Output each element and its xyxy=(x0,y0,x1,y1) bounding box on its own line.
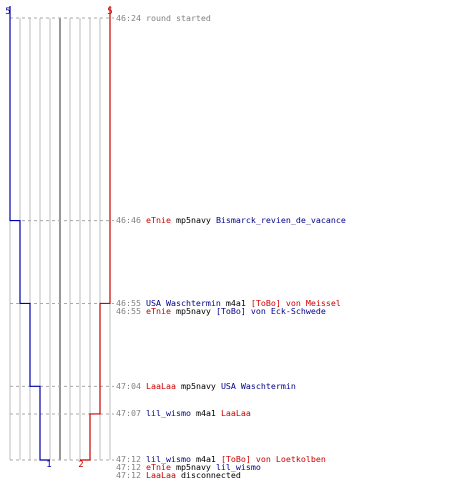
log-text: LaaLaa xyxy=(145,380,176,391)
log-entry: 46:55 USA Waschtermin m4a1 [ToBo] von Me… xyxy=(116,297,341,308)
log-entry: 46:55 eTnie mp5navy [ToBo] von Eck-Schwe… xyxy=(116,307,326,316)
log-time: 46:24 xyxy=(116,12,141,23)
log-text: m4a1 xyxy=(190,408,221,419)
team-blue-line xyxy=(9,6,50,461)
log-entry: 47:12 eTnie mp5navy lil_wismo xyxy=(116,463,261,472)
log-time: 46:46 xyxy=(116,215,141,226)
log-entry: 46:24 round started xyxy=(116,12,211,23)
event-guide-lines xyxy=(10,17,114,461)
log-text: [ToBo] von Meissel xyxy=(250,297,341,308)
log-time: 47:07 xyxy=(116,408,141,419)
log-text: mp5navy xyxy=(170,215,216,226)
log-text: mp5navy xyxy=(170,462,216,472)
log-entry: 47:04 LaaLaa mp5navy USA Waschtermin xyxy=(116,380,296,391)
log-time: 47:12 xyxy=(116,470,141,480)
log-text: eTnie xyxy=(145,215,171,226)
log-time: 47:04 xyxy=(116,380,141,391)
log-text: [ToBo] von Loetkolben xyxy=(220,454,326,464)
log-text: USA Waschtermin xyxy=(220,380,296,391)
log-text: disconnected xyxy=(175,470,241,480)
log-text: Bismarck_revien_de_vacance xyxy=(215,215,346,226)
blue-start-count: 5 xyxy=(5,7,10,17)
log-text: eTnie xyxy=(145,462,171,472)
log-entry: 46:46 eTnie mp5navy Bismarck_revien_de_v… xyxy=(116,216,346,225)
log-entry: 47:12 LaaLaa disconnected xyxy=(116,471,241,480)
grid-lines xyxy=(9,18,111,460)
red-start-count: 5 xyxy=(107,7,112,17)
log-text: m4a1 xyxy=(220,297,251,308)
log-text: lil_wismo xyxy=(215,462,261,472)
log-text: lil_wismo xyxy=(145,454,191,464)
log-text: m4a1 xyxy=(190,454,221,464)
team-red-line xyxy=(80,6,111,461)
red-end-count: 2 xyxy=(78,460,83,470)
log-text: mp5navy xyxy=(170,306,216,317)
log-entry: 47:12 lil_wismo m4a1 [ToBo] von Loetkolb… xyxy=(116,455,326,464)
log-time: 46:55 xyxy=(116,297,141,308)
log-text: eTnie xyxy=(145,306,171,317)
log-text: lil_wismo xyxy=(145,408,191,419)
log-entry: 47:07 lil_wismo m4a1 LaaLaa xyxy=(116,409,251,418)
log-text: LaaLaa xyxy=(220,408,251,419)
log-text: LaaLaa xyxy=(145,470,176,480)
log-time: 47:12 xyxy=(116,462,141,472)
log-text: round started xyxy=(145,12,211,23)
log-text: mp5navy xyxy=(175,380,221,391)
blue-end-count: 1 xyxy=(46,460,51,470)
log-text: USA Waschtermin xyxy=(145,297,221,308)
log-time: 46:55 xyxy=(116,306,141,317)
log-time: 47:12 xyxy=(116,454,141,464)
log-text: [ToBo] von Eck-Schwede xyxy=(215,306,326,317)
